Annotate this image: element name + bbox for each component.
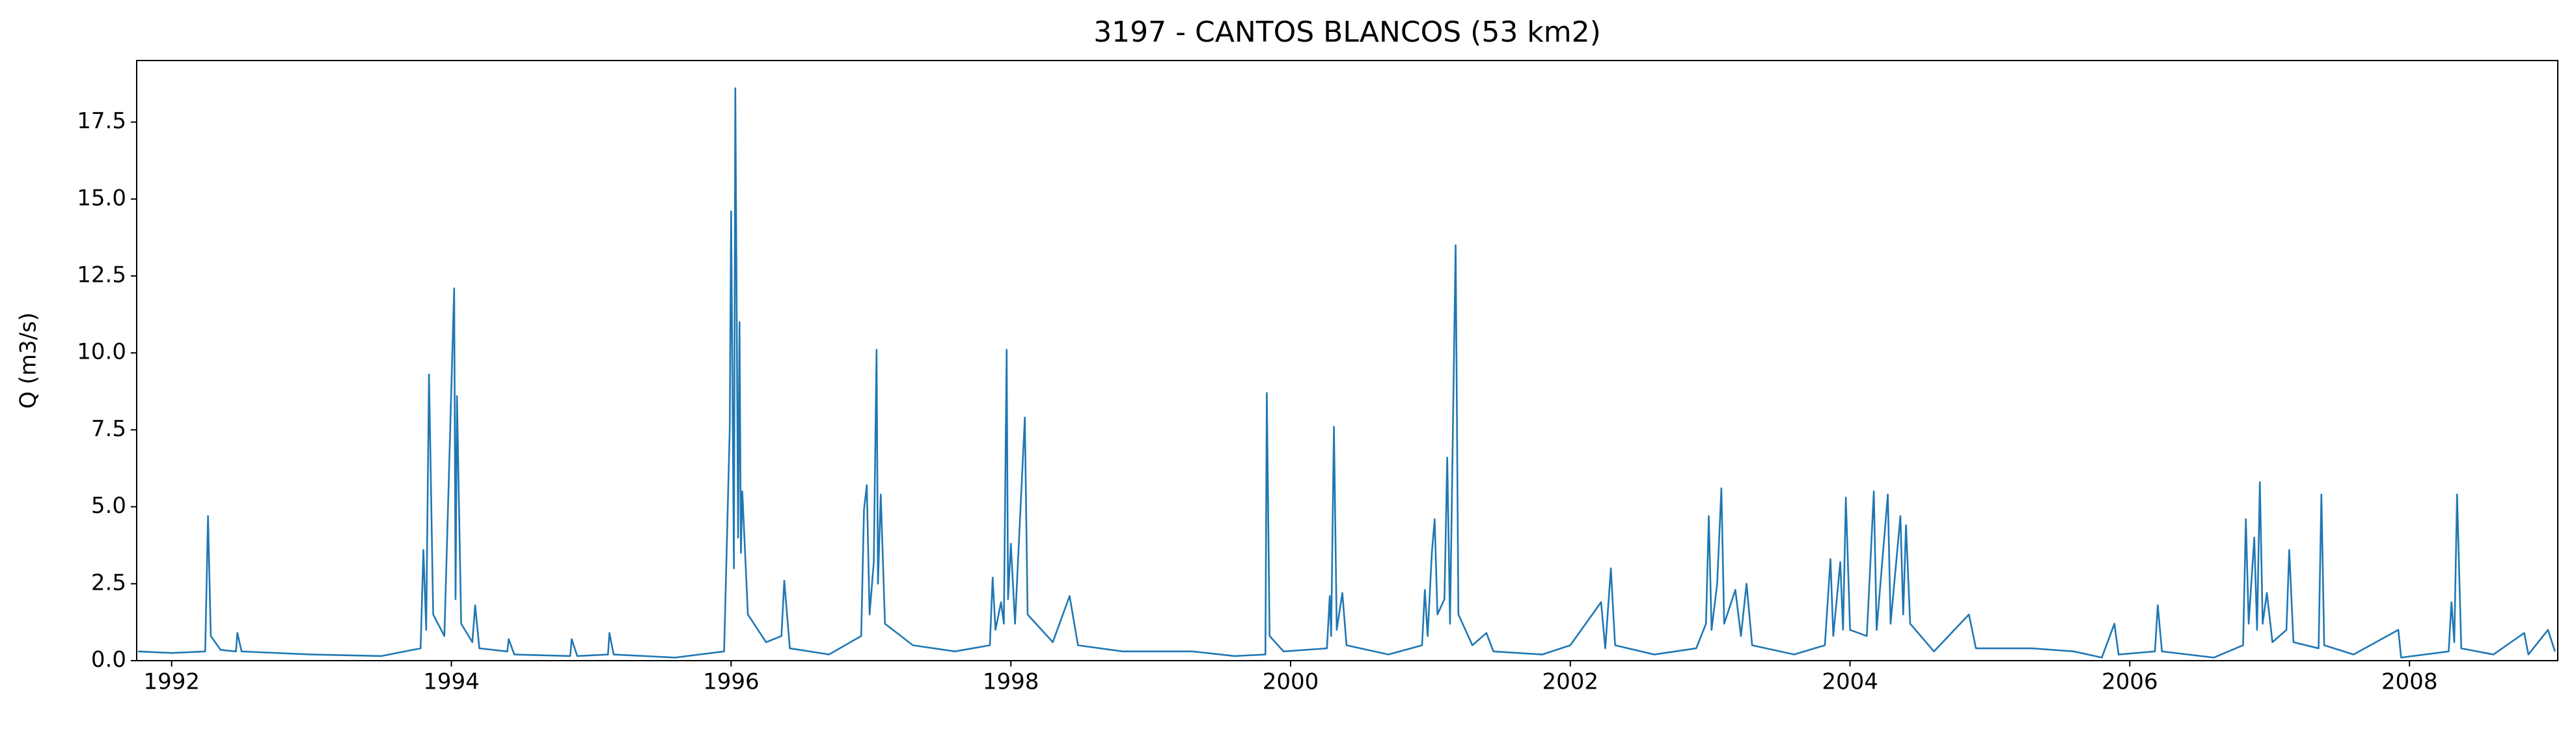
x-tick-label: 2006 (2102, 669, 2158, 695)
y-tick-label: 2.5 (91, 570, 126, 596)
y-tick-label: 15.0 (77, 185, 126, 211)
x-tick-label: 1996 (703, 669, 760, 695)
x-tick-label: 1992 (143, 669, 200, 695)
x-tick-label: 1998 (983, 669, 1039, 695)
y-tick-label: 12.5 (77, 262, 126, 288)
x-tick-label: 2004 (1822, 669, 1878, 695)
chart-title: 3197 - CANTOS BLANCOS (53 km2) (1093, 16, 1601, 49)
y-tick-label: 7.5 (91, 416, 126, 442)
x-tick-label: 1994 (423, 669, 480, 695)
x-tick-label: 2008 (2381, 669, 2438, 695)
y-tick-label: 5.0 (91, 493, 126, 519)
y-tick-label: 10.0 (77, 339, 126, 365)
y-axis-label: Q (m3/s) (16, 312, 42, 409)
plot-frame (136, 60, 2558, 661)
data-line (138, 87, 2556, 659)
x-tick-label: 2000 (1263, 669, 1319, 695)
y-tick-label: 0.0 (91, 647, 126, 673)
x-tick-label: 2002 (1542, 669, 1599, 695)
y-tick-label: 17.5 (77, 108, 126, 134)
